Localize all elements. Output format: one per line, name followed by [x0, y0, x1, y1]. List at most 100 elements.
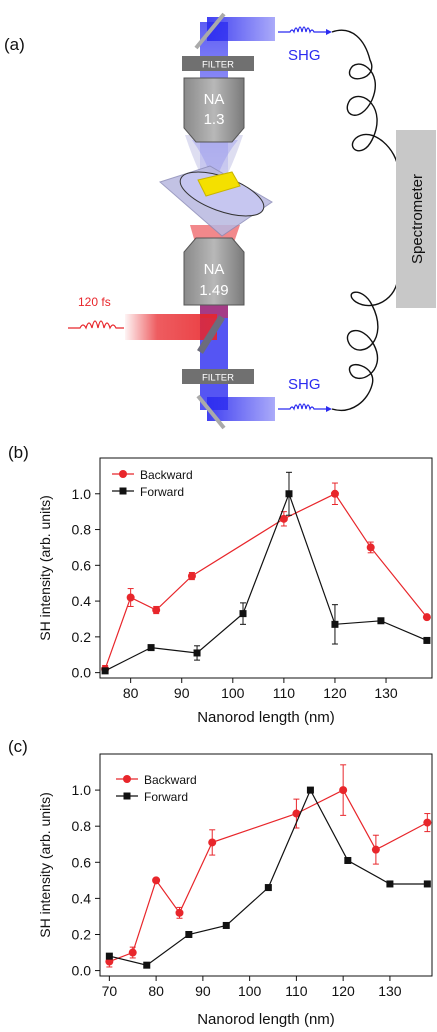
arrow-top-icon: [326, 29, 332, 35]
shg-bottom-label: SHG: [288, 376, 321, 393]
x-tick-label: 100: [221, 685, 245, 701]
pulse-shg-top-wave: [278, 26, 326, 34]
x-tick-label: 110: [273, 685, 296, 701]
objective-bottom: [183, 237, 245, 306]
legend-c-backward-marker: [123, 775, 131, 783]
plot-frame-b: [99, 457, 433, 679]
legend-c-backward-label: Backward: [144, 773, 197, 787]
bottom-blue-beam-horizontal: [207, 397, 275, 421]
series-line-backward: [104, 493, 428, 670]
fiber-top: [331, 29, 399, 171]
data-point-backward: [279, 514, 288, 523]
x-tick-label: 90: [174, 685, 190, 701]
y-tick-label: 1.0: [72, 486, 92, 502]
series-line-backward: [109, 789, 428, 963]
y-tick-label: 0.8: [72, 522, 92, 538]
y-axis-label-c: SH intensity (arb. units): [37, 792, 53, 938]
data-point-forward: [185, 930, 193, 938]
y-ticks-c: 0.0 0.2 0.4 0.6 0.8 1.0: [72, 782, 100, 979]
legend-b-forward-label: Forward: [140, 485, 184, 499]
objective-bottom-value: 1.49: [199, 282, 228, 299]
x-tick-label: 130: [374, 685, 398, 701]
x-tick-label: 80: [148, 983, 164, 999]
y-tick-label: 0.6: [72, 854, 92, 870]
data-point-forward: [306, 786, 314, 794]
data-point-backward: [152, 876, 161, 885]
data-point-forward: [105, 952, 113, 960]
legend-c: Backward Forward: [116, 773, 197, 804]
plot-frame-c: [99, 753, 433, 977]
spectrometer-box: [396, 130, 436, 308]
pulse-duration-label: 120 fs: [78, 295, 111, 309]
series-b: [101, 471, 431, 675]
data-point-forward: [423, 880, 431, 888]
objective-top: [183, 77, 245, 143]
data-point-backward: [371, 845, 380, 854]
y-axis-label-b: SH intensity (arb. units): [37, 495, 53, 641]
x-tick-label: 80: [123, 685, 139, 701]
series-c: [105, 764, 432, 969]
legend-c-forward-label: Forward: [144, 790, 188, 804]
data-point-backward: [208, 838, 217, 847]
x-tick-label: 90: [195, 983, 211, 999]
filter-top-label: FILTER: [202, 60, 234, 71]
data-point-forward: [423, 636, 431, 644]
data-point-forward: [331, 620, 339, 628]
fiber-bottom: [331, 274, 399, 412]
dichroic-mirror: [197, 315, 225, 354]
pulse-red-wave: [68, 320, 124, 330]
legend-b-forward-marker: [119, 487, 127, 495]
data-point-forward: [285, 490, 293, 498]
y-tick-label: 0.8: [72, 818, 92, 834]
x-tick-label: 110: [285, 983, 308, 999]
y-ticks-b: 0.0 0.2 0.4 0.6 0.8 1.0: [72, 486, 100, 681]
filter-bottom-label: FILTER: [202, 373, 234, 384]
data-point-forward: [264, 884, 272, 892]
data-point-backward: [126, 593, 135, 602]
setup-diagram: (a) FILTER NA 1.3 NA 1.49 FILTER: [4, 12, 436, 430]
legend-b-backward-label: Backward: [140, 468, 193, 482]
pulse-shg-bottom-wave: [278, 403, 326, 411]
x-axis-label-b: Nanorod length (nm): [197, 709, 335, 726]
data-point-backward: [175, 908, 184, 917]
x-tick-label: 130: [378, 983, 402, 999]
x-tick-label: 70: [102, 983, 118, 999]
y-tick-label: 1.0: [72, 782, 92, 798]
panel-b-label: (b): [8, 443, 29, 462]
legend-c-forward-marker: [123, 792, 131, 800]
data-point-forward: [222, 921, 230, 929]
data-point-forward: [193, 649, 201, 657]
chart-c: (c) 70 80 90 100 110 120 130 0.0 0.2 0.4 0.6 0.8 1.…: [8, 737, 433, 1028]
gold-nanorod: [197, 171, 241, 197]
x-tick-label: 100: [238, 983, 262, 999]
objective-top-na: NA: [204, 91, 225, 108]
data-point-forward: [101, 667, 109, 675]
panel-c-label: (c): [8, 737, 28, 756]
shg-top-label: SHG: [288, 47, 321, 64]
chart-b: (b) 80 90 100 110 120 130 0.00.20.40.60.81.0 …: [8, 443, 433, 726]
data-point-backward: [292, 809, 301, 818]
data-point-backward: [339, 786, 348, 795]
y-tick-label: 0.0: [72, 665, 92, 681]
x-axis-label-c: Nanorod length (nm): [197, 1011, 335, 1028]
arrow-bottom-icon: [326, 406, 332, 412]
data-point-backward: [366, 543, 375, 552]
legend-b-backward-marker: [119, 470, 127, 478]
data-point-forward: [386, 880, 394, 888]
red-beam-horizontal: [125, 314, 217, 340]
y-tick-label: 0.2: [72, 926, 92, 942]
y-tick-label: 0.0: [72, 963, 92, 979]
data-point-forward: [143, 961, 151, 969]
y-tick-label: 0.4: [72, 593, 92, 609]
lens-light-top: [185, 135, 243, 195]
y-tick-label: 0.6: [72, 557, 92, 573]
top-mirror: [194, 12, 226, 50]
data-point-backward: [330, 489, 339, 498]
series-line-forward: [104, 492, 428, 672]
x-ticks-b: 80 90 100 110 120 130: [123, 678, 398, 701]
panel-a-label: (a): [4, 35, 25, 54]
data-point-forward: [377, 617, 385, 625]
data-point-forward: [147, 644, 155, 652]
y-tick-label: 0.2: [72, 629, 92, 645]
